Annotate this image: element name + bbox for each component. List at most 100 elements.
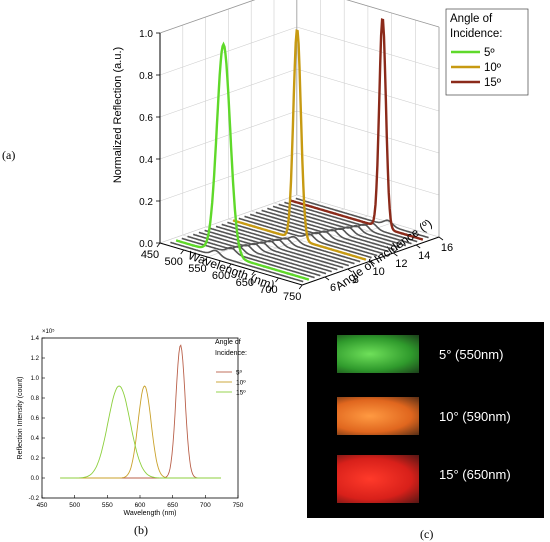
x-tick-label: 650 xyxy=(167,502,178,509)
z-tick-label: 0.0 xyxy=(139,239,153,250)
y-tick xyxy=(438,236,444,241)
y-tick-label: 0.2 xyxy=(31,456,40,462)
chart-2d-xlabel: Wavelength (nm) xyxy=(123,510,176,517)
y-tick xyxy=(324,276,330,281)
gray-trace xyxy=(284,201,418,243)
y-tick-label: 8 xyxy=(353,274,359,286)
x-tick-label: 600 xyxy=(135,502,146,509)
chart-3d-series xyxy=(175,18,424,281)
gray-trace xyxy=(278,203,412,245)
z-tick-label: 0.8 xyxy=(139,71,153,82)
y-tick-label: 10 xyxy=(372,266,384,278)
legend-label: 5º xyxy=(236,370,243,377)
gray-trace xyxy=(170,241,304,283)
y-tick-label: 0.0 xyxy=(31,476,40,482)
chart-2d-legend-title: Angle of Incidence: xyxy=(215,339,247,357)
gray-trace xyxy=(272,205,407,247)
chart-2d-spectra: 450 500 550 600 650 700 750 -0.2 0.0 0.2 0.4 0.6 0.8… xyxy=(17,328,247,517)
x-tick-label: 750 xyxy=(283,291,301,303)
gray-trace xyxy=(210,227,344,269)
y-tick-label: 1.2 xyxy=(31,356,40,362)
series-line-5º xyxy=(60,344,221,479)
x-tick xyxy=(204,256,208,262)
x-tick-label: 750 xyxy=(233,502,244,509)
x-tick-label: 500 xyxy=(165,256,183,268)
legend-label: 5º xyxy=(484,47,495,59)
x-tick-label: 450 xyxy=(141,249,159,261)
gray-trace xyxy=(204,229,338,271)
gray-trace xyxy=(198,231,332,273)
legend-label: 15º xyxy=(484,77,502,89)
series-line-15º xyxy=(60,385,221,479)
reflection-caption: 15° (650nm) xyxy=(439,467,511,482)
x-tick xyxy=(227,263,232,269)
legend-label: 10º xyxy=(236,380,246,387)
chart-2d-series xyxy=(60,344,221,479)
y-tick-label: 1.0 xyxy=(31,376,40,382)
series-line-10 xyxy=(232,29,367,261)
y-tick xyxy=(415,244,421,249)
grid-line xyxy=(296,194,440,238)
x-tick-label: 550 xyxy=(188,263,206,275)
y-tick-label: 12 xyxy=(395,258,407,270)
chart-3d-zlabel: Normalized Reflection (a.u.) xyxy=(112,47,124,183)
x-tick xyxy=(156,242,161,248)
z-tick-label: 1.0 xyxy=(139,29,153,40)
z-tick-label: 0.2 xyxy=(139,197,153,208)
x-tick-label: 700 xyxy=(200,502,211,509)
chart-2d-axes: 450 500 550 600 650 700 750 -0.2 0.0 0.2 0.4 0.6 0.8… xyxy=(29,336,244,509)
chart-2d-ylabel: Reflection Intensity (count) xyxy=(17,377,24,460)
y-tick-label: -0.2 xyxy=(29,496,40,502)
gray-trace xyxy=(187,235,321,277)
y-tick-label: 14 xyxy=(418,250,430,262)
gray-trace xyxy=(192,233,327,275)
series-line-5 xyxy=(175,41,310,281)
gray-trace xyxy=(295,197,429,239)
x-tick xyxy=(298,284,303,290)
reflection-photo: 5° (550nm) 10° (590nm) 15° (650nm) xyxy=(307,322,544,518)
z-tick-label: 0.6 xyxy=(139,113,153,124)
reflection-strip xyxy=(337,455,419,503)
reflection-strip xyxy=(337,335,419,373)
frame-edge xyxy=(159,0,256,34)
y-tick-label: 0.6 xyxy=(31,416,40,422)
y-tick-label: 6 xyxy=(330,282,336,294)
chart-2d-multiplier: ×10⁵ xyxy=(42,328,55,335)
legend-label: 10º xyxy=(484,62,502,74)
chart-3d-legend-title: Angle of Incidence: xyxy=(450,13,502,40)
chart-3d-waterfall: 450 500 550 600 650 700 750 6 8 10 12 14 16 0.0 0.2 0.4… xyxy=(112,0,529,303)
y-tick-label: 16 xyxy=(441,242,453,254)
series-line-15 xyxy=(289,18,424,241)
x-tick-label: 600 xyxy=(212,270,230,282)
x-tick-label: 550 xyxy=(102,502,113,509)
gray-trace xyxy=(238,217,372,259)
gray-trace xyxy=(261,209,395,251)
y-tick xyxy=(393,252,398,257)
z-tick-label: 0.4 xyxy=(139,155,153,166)
chart-2d-legend: Angle of Incidence: 5º 10º 15º xyxy=(215,339,247,397)
x-tick-label: 500 xyxy=(69,502,80,509)
x-tick-label: 450 xyxy=(37,502,48,509)
gray-trace xyxy=(227,221,361,263)
chart-3d-ticks: 450 500 550 600 650 700 750 6 8 10 12 14 16 0.0 0.2 0.4… xyxy=(139,29,453,303)
legend-label: 15º xyxy=(236,390,246,397)
gray-trace xyxy=(221,223,355,265)
reflection-strip xyxy=(337,397,419,435)
y-tick-label: 0.8 xyxy=(31,396,40,402)
plot-frame xyxy=(41,337,239,499)
panel-label-b: (b) xyxy=(134,523,148,537)
panel-label-a: (a) xyxy=(2,148,16,162)
y-tick xyxy=(370,260,375,265)
y-tick-label: 0.4 xyxy=(31,436,40,442)
x-tick-label: 700 xyxy=(259,284,277,296)
chart-3d-gray-traces xyxy=(170,197,429,283)
reflection-caption: 5° (550nm) xyxy=(439,347,504,362)
reflection-caption: 10° (590nm) xyxy=(439,409,511,424)
frame-edge xyxy=(346,0,440,28)
x-tick xyxy=(180,249,185,255)
x-tick-label: 650 xyxy=(236,277,254,289)
panel-label-c: (c) xyxy=(420,527,434,541)
x-tick xyxy=(251,270,256,276)
y-tick-label: 1.4 xyxy=(31,336,40,342)
x-tick xyxy=(275,277,279,283)
